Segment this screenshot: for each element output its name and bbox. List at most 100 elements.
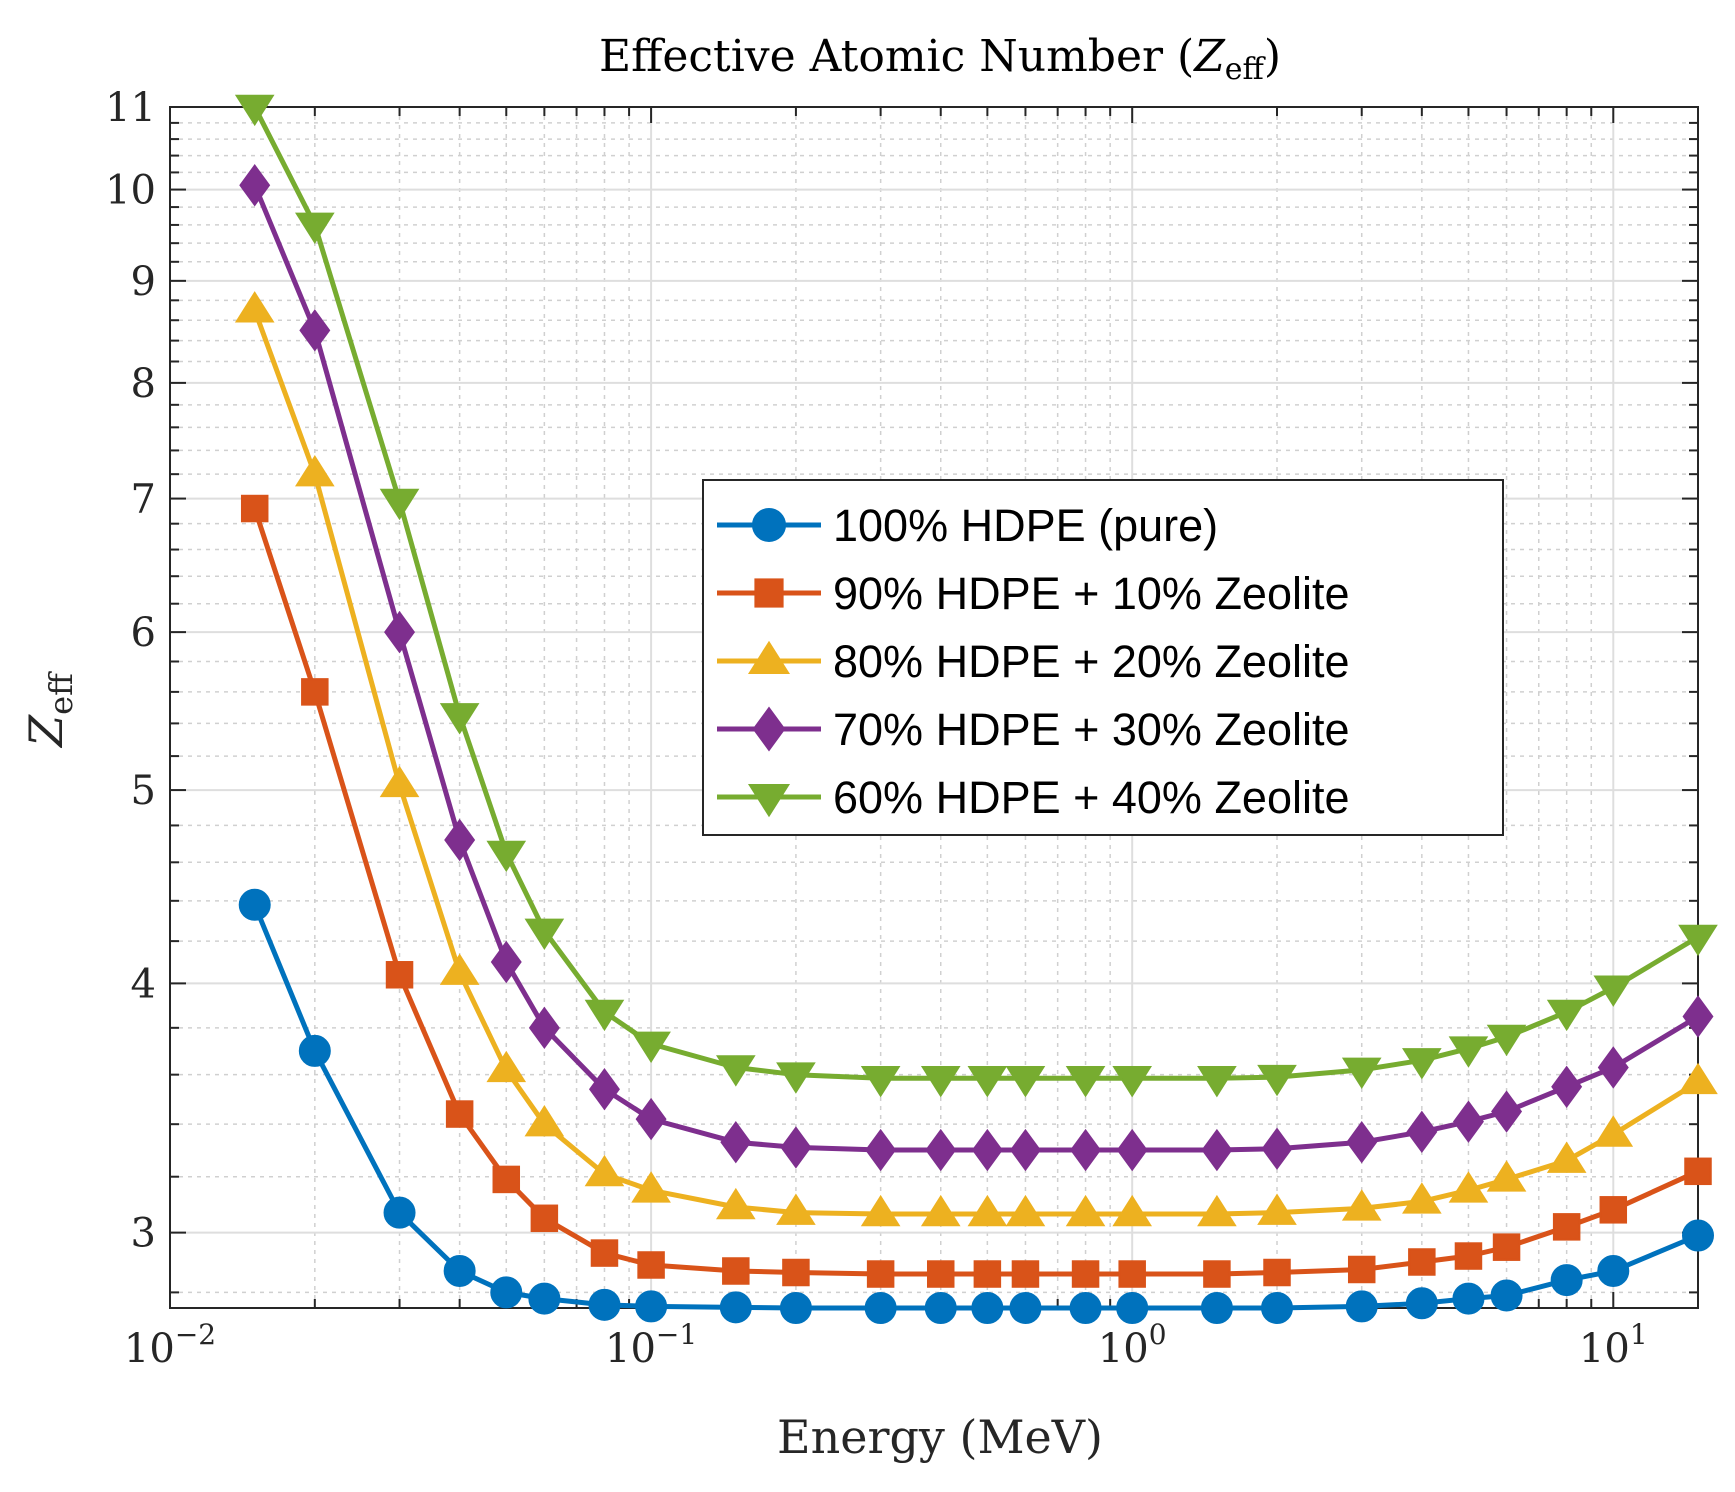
data-point (1402, 1182, 1442, 1214)
data-point (865, 1128, 897, 1172)
data-point (1347, 1255, 1376, 1284)
data-point (1551, 1065, 1583, 1108)
data-point (1593, 1115, 1634, 1147)
legend-item: 80% HDPE + 20% Zeolite (717, 636, 1350, 687)
data-point (239, 164, 271, 207)
x-tick-label: 101 (1579, 1318, 1648, 1372)
data-point (490, 940, 522, 984)
data-point (1552, 1213, 1581, 1241)
data-point (1071, 1260, 1100, 1288)
data-point (860, 1194, 901, 1227)
data-point (1486, 1024, 1527, 1057)
data-point (379, 765, 420, 798)
data-point (1009, 1292, 1042, 1324)
data-point (379, 488, 420, 521)
y-tick-label: 9 (131, 259, 156, 305)
data-point (1550, 1264, 1583, 1297)
data-point (445, 1100, 474, 1128)
data-point (1257, 1064, 1297, 1097)
data-point (920, 1194, 961, 1227)
data-point (631, 1171, 671, 1203)
data-point (528, 1282, 561, 1315)
data-point (1116, 1292, 1149, 1324)
data-point (1005, 1194, 1046, 1227)
data-point (301, 678, 329, 706)
y-tick-label: 7 (131, 477, 156, 523)
legend-label: 80% HDPE + 20% Zeolite (833, 636, 1350, 687)
data-point (776, 1193, 816, 1225)
series-1 (238, 888, 1714, 1324)
data-point (486, 840, 527, 873)
data-point (439, 953, 480, 985)
series-layer (234, 94, 1718, 1324)
y-tick-label: 8 (131, 361, 156, 407)
data-point (1678, 1062, 1718, 1095)
data-point (1070, 1128, 1102, 1172)
x-tick-label: 100 (1098, 1318, 1167, 1372)
data-point (782, 1258, 810, 1287)
data-point (971, 1292, 1004, 1324)
data-point (1486, 1160, 1527, 1192)
series-4 (239, 164, 1714, 1172)
data-point (864, 1292, 897, 1324)
data-point (973, 1260, 1002, 1288)
data-point (240, 494, 269, 523)
data-point (530, 1204, 559, 1233)
data-point (866, 1260, 895, 1288)
data-point (528, 1006, 560, 1050)
data-point (490, 1276, 523, 1309)
data-point (486, 1050, 527, 1083)
data-point (1346, 1121, 1378, 1164)
legend-label: 100% HDPE (pure) (833, 500, 1218, 551)
data-point (1118, 1260, 1146, 1288)
data-point (588, 1288, 621, 1321)
data-point (1257, 1193, 1297, 1225)
legend-box (702, 479, 1504, 836)
data-point (637, 1251, 665, 1279)
legend-marker (754, 578, 784, 608)
data-point (1197, 1066, 1237, 1098)
legend: 100% HDPE (pure) 90% HDPE + 10% Zeolite 80… (702, 479, 1504, 836)
series-5 (234, 94, 1718, 1098)
legend-marker (752, 706, 786, 752)
data-point (234, 291, 275, 323)
data-point (524, 1105, 565, 1137)
data-point (1345, 1290, 1378, 1323)
data-point (1454, 1242, 1483, 1270)
data-point (1406, 1110, 1438, 1154)
data-point (1263, 1258, 1291, 1287)
data-point (443, 1254, 476, 1287)
data-point (383, 1196, 416, 1229)
data-point (234, 94, 275, 127)
legend-item: 90% HDPE + 10% Zeolite (717, 568, 1350, 619)
data-point (1201, 1128, 1233, 1172)
series-3 (234, 291, 1718, 1227)
data-point (1452, 1282, 1485, 1315)
legend-item: 70% HDPE + 30% Zeolite (717, 704, 1350, 755)
data-point (1341, 1057, 1382, 1089)
data-point (722, 1257, 750, 1285)
y-axis-ticks: 3 4 5 6 7 8 9 10 11 (105, 85, 1698, 1294)
y-tick-label: 5 (131, 768, 156, 814)
data-point (1402, 1048, 1442, 1080)
data-point (1116, 1128, 1148, 1172)
data-point (584, 999, 625, 1032)
data-point (860, 1066, 901, 1098)
data-point (1203, 1260, 1231, 1288)
data-point (492, 1165, 521, 1194)
data-point (967, 1194, 1008, 1227)
data-point (295, 212, 335, 245)
data-point (1448, 1036, 1489, 1068)
data-point (1682, 1219, 1714, 1252)
data-point (925, 1128, 957, 1172)
data-point (1682, 995, 1714, 1038)
data-point (298, 1034, 331, 1067)
data-point (1408, 1248, 1436, 1276)
y-tick-label: 11 (105, 85, 156, 131)
data-point (924, 1292, 957, 1324)
data-point (1593, 975, 1634, 1007)
x-axis-ticks: 10−2 10−1 100 101 (124, 107, 1648, 1372)
data-point (780, 1126, 812, 1169)
y-axis-label: Zeff (19, 671, 80, 749)
